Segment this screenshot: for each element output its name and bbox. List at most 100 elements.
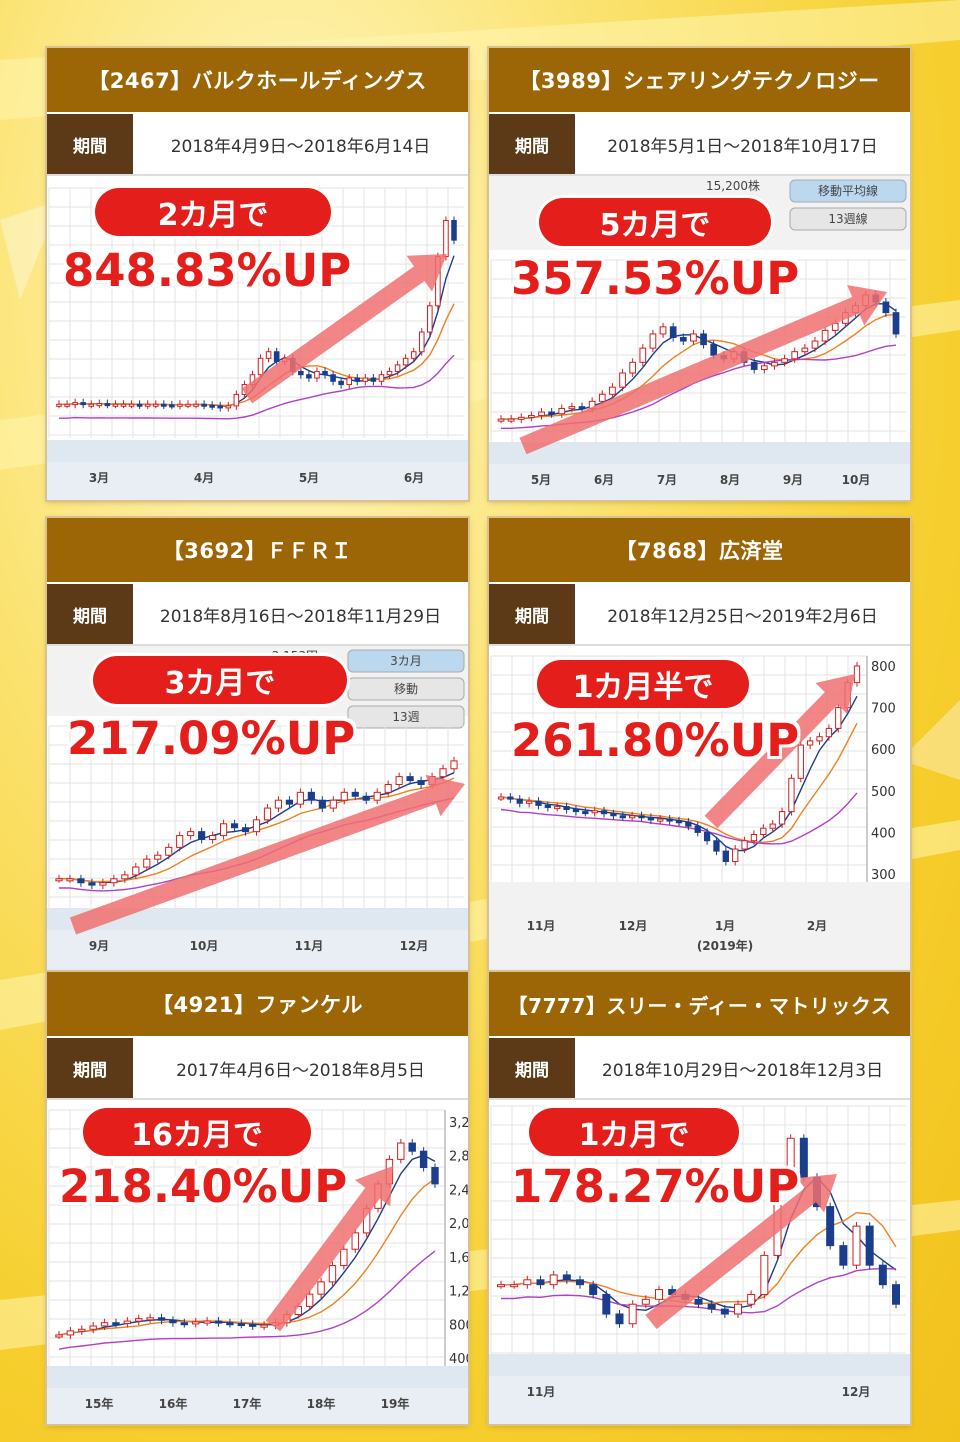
candle bbox=[402, 354, 409, 369]
trend-arrow bbox=[704, 674, 856, 829]
gain-text: 178.27%UP bbox=[511, 1160, 800, 1213]
candle bbox=[169, 1316, 177, 1327]
period-row: 期間 2018年10月29日〜2018年12月3日 bbox=[489, 1038, 910, 1100]
candle bbox=[317, 1277, 325, 1299]
stock-panel-3989: 【3989】シェアリングテクノロジー 期間 2018年5月1日〜2018年10月… bbox=[489, 48, 910, 500]
legend-button[interactable] bbox=[789, 179, 907, 203]
candle bbox=[64, 400, 70, 409]
candle bbox=[720, 1305, 729, 1318]
y-tick-label: 800 bbox=[871, 660, 896, 675]
candle bbox=[177, 400, 183, 410]
candle bbox=[180, 1318, 189, 1328]
chart-svg: 11月 12月 bbox=[489, 1105, 910, 1424]
candle bbox=[629, 811, 636, 821]
candle bbox=[152, 400, 159, 409]
candle bbox=[525, 797, 533, 808]
candle bbox=[314, 367, 320, 383]
candle bbox=[568, 402, 576, 413]
ma-mid-line bbox=[58, 1178, 436, 1336]
legend-button[interactable] bbox=[347, 649, 465, 673]
panel-title: 【3692】ＦＦＲＩ bbox=[47, 518, 468, 584]
trend-arrow bbox=[241, 253, 447, 404]
candle bbox=[209, 401, 215, 410]
x-tick-label: 18年 bbox=[307, 1396, 336, 1411]
legend-button[interactable] bbox=[347, 677, 465, 701]
candle bbox=[582, 807, 589, 817]
candle bbox=[305, 1290, 314, 1311]
candle bbox=[338, 377, 344, 389]
candle bbox=[826, 1202, 835, 1250]
candle bbox=[410, 347, 417, 363]
candle bbox=[329, 796, 337, 813]
candle bbox=[274, 796, 283, 813]
candle bbox=[80, 398, 86, 409]
candle bbox=[517, 413, 525, 424]
candle bbox=[132, 863, 140, 879]
x-tick-label: 7月 bbox=[657, 473, 677, 487]
y-tick-label: 2,8 bbox=[449, 1150, 468, 1165]
candle bbox=[260, 1321, 268, 1330]
candle bbox=[549, 1270, 558, 1289]
legend-button[interactable] bbox=[789, 207, 907, 231]
candle bbox=[265, 347, 272, 363]
candle bbox=[201, 400, 207, 410]
x-axis: 15年 16年 17年 18年 19年 bbox=[47, 1366, 468, 1424]
x-tick-label: 10月 bbox=[190, 939, 219, 953]
legend-label: 3カ月 bbox=[390, 654, 422, 668]
candle bbox=[395, 772, 403, 789]
candle bbox=[66, 874, 74, 883]
candle bbox=[193, 400, 199, 409]
period-row: 期間 2018年4月9日〜2018年6月14日 bbox=[47, 114, 468, 176]
candle bbox=[548, 408, 555, 418]
x-tick-label: 12月 bbox=[400, 939, 429, 953]
y-tick-label: 1,2 bbox=[449, 1285, 468, 1300]
candle bbox=[408, 1139, 416, 1156]
candle bbox=[307, 788, 315, 805]
candle bbox=[66, 1326, 75, 1339]
period-range: 2018年8月16日〜2018年11月29日 bbox=[159, 606, 442, 627]
trend-arrow bbox=[519, 284, 887, 455]
candle bbox=[807, 736, 814, 750]
candle bbox=[610, 809, 617, 820]
period-label: 期間 bbox=[47, 584, 133, 644]
chart-svg: 3,22,82,42,01,61,2800400円15年16年17年18年19年 bbox=[47, 1109, 468, 1424]
candle bbox=[340, 1245, 348, 1270]
stock-chart: 800700600500400300円11月12月1月2月(2019年) bbox=[489, 646, 910, 970]
candle bbox=[523, 1275, 532, 1289]
candle bbox=[373, 788, 381, 805]
gain-text: 217.09%UP bbox=[67, 712, 356, 765]
candle bbox=[641, 1295, 650, 1309]
candle bbox=[431, 1163, 439, 1188]
candle bbox=[657, 815, 664, 824]
candle bbox=[362, 792, 370, 805]
candle bbox=[417, 776, 425, 789]
candle bbox=[165, 843, 173, 860]
candle bbox=[655, 1285, 663, 1304]
candle bbox=[136, 400, 143, 409]
candle bbox=[694, 822, 701, 837]
x-tick-label: 12月 bbox=[619, 919, 648, 933]
period-range: 2018年12月25日〜2019年2月6日 bbox=[607, 606, 878, 627]
x-tick-label: 4月 bbox=[194, 471, 214, 485]
panel-title: 【7777】スリー・ディー・マトリックス bbox=[489, 972, 910, 1038]
candle bbox=[669, 322, 677, 342]
candle bbox=[544, 801, 551, 812]
x-tick-label: 15年 bbox=[85, 1396, 114, 1411]
candle bbox=[144, 400, 151, 409]
candle bbox=[821, 326, 829, 346]
duration-badge: 2カ月で bbox=[95, 188, 331, 236]
x-tick-label: 5月 bbox=[299, 471, 319, 485]
candle bbox=[750, 358, 758, 374]
candle bbox=[707, 1300, 716, 1314]
candle bbox=[351, 788, 359, 801]
candle bbox=[104, 399, 111, 409]
candle bbox=[825, 724, 833, 741]
gain-text: 357.53%UP bbox=[511, 252, 800, 305]
candle bbox=[578, 402, 586, 413]
candle bbox=[252, 815, 261, 836]
y-tick-label: 700 bbox=[871, 702, 896, 717]
candle bbox=[378, 370, 385, 386]
duration-badge: 5カ月で bbox=[539, 198, 771, 246]
candle bbox=[214, 1317, 223, 1327]
period-label: 期間 bbox=[47, 1038, 133, 1098]
